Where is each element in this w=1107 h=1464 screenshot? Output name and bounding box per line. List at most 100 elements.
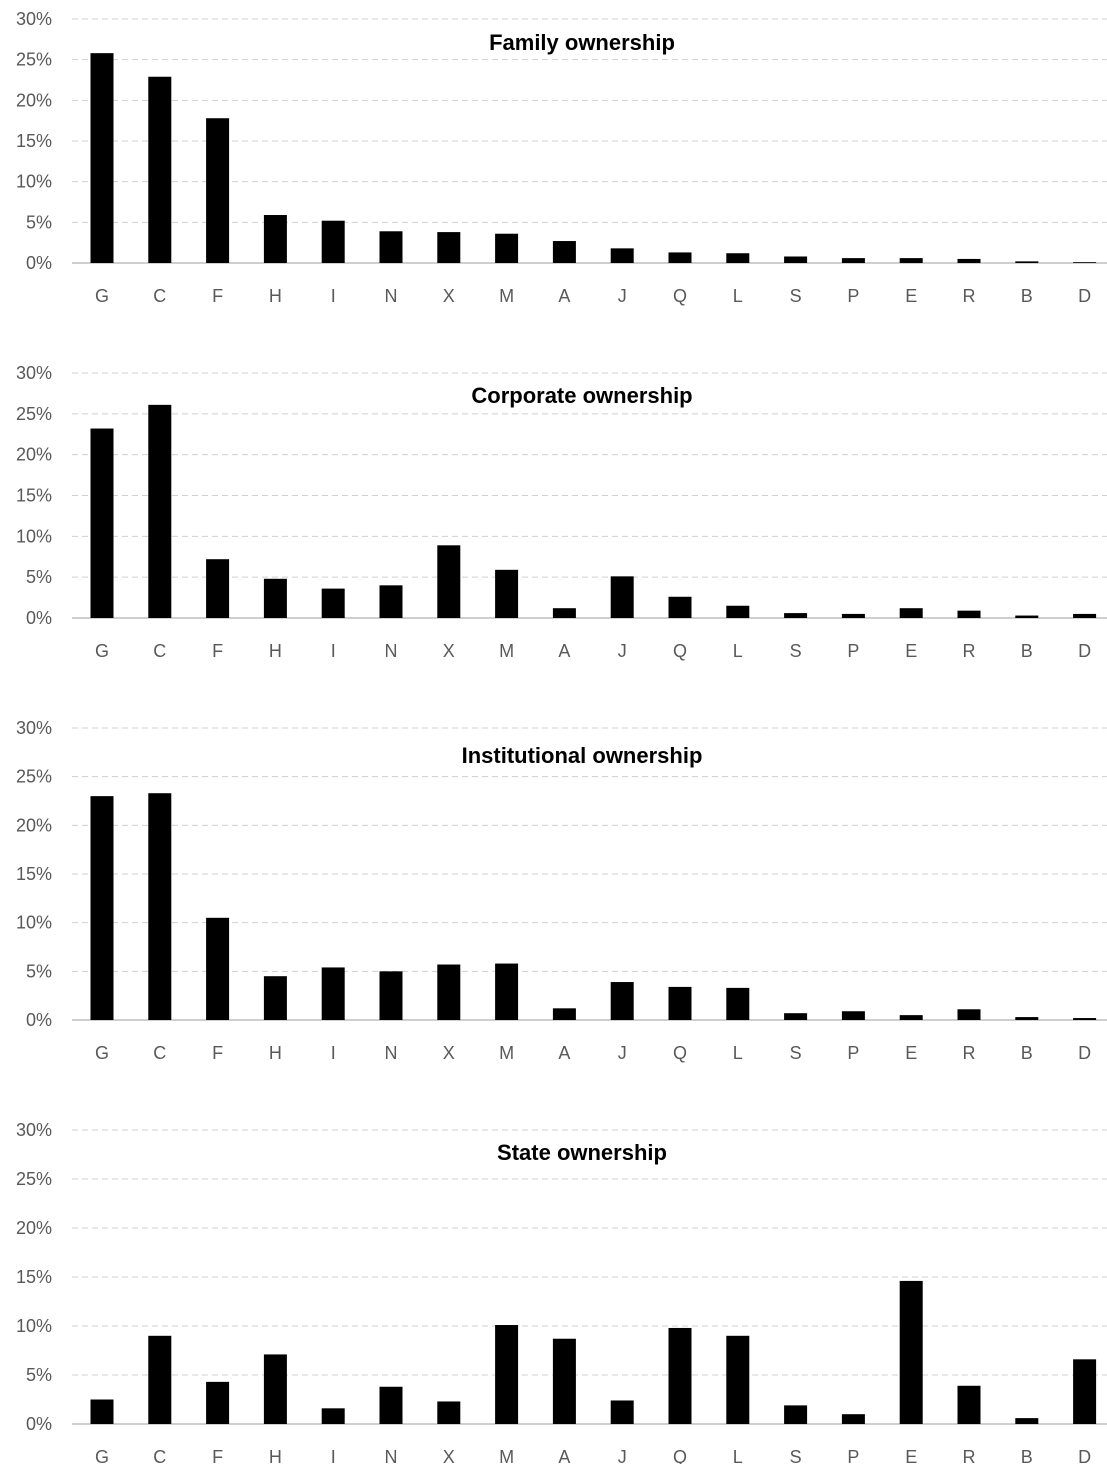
bar-D bbox=[1073, 1359, 1097, 1424]
x-tick-label: J bbox=[618, 1043, 627, 1063]
bar-I bbox=[321, 967, 345, 1020]
x-tick-label: S bbox=[790, 1043, 802, 1063]
bar-N bbox=[379, 231, 403, 263]
bar-P bbox=[841, 258, 865, 263]
x-tick-label: N bbox=[385, 1447, 398, 1464]
bar-B bbox=[1015, 615, 1039, 618]
x-tick-label: M bbox=[499, 286, 514, 306]
x-tick-label: M bbox=[499, 1043, 514, 1063]
bar-R bbox=[957, 258, 981, 263]
x-tick-label: J bbox=[618, 641, 627, 661]
x-tick-label: M bbox=[499, 641, 514, 661]
bar-B bbox=[1015, 261, 1039, 263]
chart-title: Corporate ownership bbox=[471, 383, 692, 408]
bar-M bbox=[495, 963, 519, 1020]
x-tick-label: E bbox=[905, 1043, 917, 1063]
x-tick-label: F bbox=[212, 286, 223, 306]
y-tick-label: 5% bbox=[26, 212, 52, 232]
x-tick-label: J bbox=[618, 286, 627, 306]
bar-M bbox=[495, 233, 519, 263]
x-tick-label: P bbox=[847, 1447, 859, 1464]
y-tick-label: 25% bbox=[16, 1169, 52, 1189]
x-tick-label: C bbox=[153, 1043, 166, 1063]
bar-N bbox=[379, 971, 403, 1020]
x-tick-label: E bbox=[905, 286, 917, 306]
bar-R bbox=[957, 1009, 981, 1020]
bar-Q bbox=[668, 1327, 692, 1424]
y-tick-label: 5% bbox=[26, 961, 52, 981]
x-tick-label: C bbox=[153, 641, 166, 661]
bar-Q bbox=[668, 986, 692, 1020]
bar-S bbox=[784, 256, 808, 263]
x-tick-label: X bbox=[443, 641, 455, 661]
x-tick-label: G bbox=[95, 1447, 109, 1464]
x-tick-label: P bbox=[847, 1043, 859, 1063]
y-tick-label: 20% bbox=[16, 1218, 52, 1238]
x-tick-label: N bbox=[385, 286, 398, 306]
bar-H bbox=[263, 215, 287, 263]
y-tick-label: 30% bbox=[16, 363, 52, 383]
bar-A bbox=[552, 608, 576, 618]
x-tick-label: S bbox=[790, 286, 802, 306]
y-tick-label: 20% bbox=[16, 445, 52, 465]
y-tick-label: 0% bbox=[26, 253, 52, 273]
bar-M bbox=[495, 569, 519, 618]
x-tick-label: I bbox=[331, 286, 336, 306]
bar-C bbox=[148, 404, 172, 618]
bar-J bbox=[610, 1400, 634, 1424]
x-tick-label: B bbox=[1021, 1043, 1033, 1063]
x-tick-label: F bbox=[212, 1043, 223, 1063]
x-tick-label: Q bbox=[673, 286, 687, 306]
x-tick-label: E bbox=[905, 1447, 917, 1464]
x-tick-label: H bbox=[269, 1447, 282, 1464]
bar-P bbox=[841, 1414, 865, 1424]
x-tick-label: D bbox=[1078, 1447, 1091, 1464]
bar-C bbox=[148, 76, 172, 263]
bar-D bbox=[1073, 613, 1097, 618]
bar-E bbox=[899, 1015, 923, 1020]
x-tick-label: B bbox=[1021, 641, 1033, 661]
x-tick-label: G bbox=[95, 1043, 109, 1063]
y-tick-label: 10% bbox=[16, 913, 52, 933]
y-tick-label: 25% bbox=[16, 50, 52, 70]
x-tick-label: D bbox=[1078, 641, 1091, 661]
bar-J bbox=[610, 248, 634, 263]
y-tick-label: 25% bbox=[16, 767, 52, 787]
bar-P bbox=[841, 613, 865, 618]
x-tick-label: G bbox=[95, 286, 109, 306]
bar-C bbox=[148, 793, 172, 1020]
bar-D bbox=[1073, 262, 1097, 263]
y-tick-label: 10% bbox=[16, 172, 52, 192]
bar-R bbox=[957, 1385, 981, 1424]
bar-B bbox=[1015, 1017, 1039, 1020]
x-tick-label: X bbox=[443, 1447, 455, 1464]
x-tick-label: G bbox=[95, 641, 109, 661]
chart-panel-3: 0% 5% 10% 15% 20% 25% 30% G C F H I N X M A J Q L S P E R B D Sta… bbox=[16, 1120, 1107, 1464]
bar-L bbox=[726, 1335, 750, 1424]
bar-H bbox=[263, 1354, 287, 1424]
x-tick-label: P bbox=[847, 286, 859, 306]
x-tick-label: H bbox=[269, 641, 282, 661]
x-tick-label: R bbox=[963, 286, 976, 306]
x-tick-label: F bbox=[212, 641, 223, 661]
bar-M bbox=[495, 1325, 519, 1424]
bar-X bbox=[437, 545, 461, 618]
y-tick-label: 5% bbox=[26, 1365, 52, 1385]
chart-panel-0: 0% 5% 10% 15% 20% 25% 30% G C F H I N X M A J Q L S P E R B D Fam… bbox=[16, 9, 1107, 306]
y-tick-label: 15% bbox=[16, 131, 52, 151]
bar-I bbox=[321, 588, 345, 618]
y-tick-label: 30% bbox=[16, 1120, 52, 1140]
bar-L bbox=[726, 605, 750, 618]
bar-Q bbox=[668, 252, 692, 263]
bar-G bbox=[90, 53, 114, 263]
x-tick-label: M bbox=[499, 1447, 514, 1464]
bar-C bbox=[148, 1335, 172, 1424]
y-tick-label: 30% bbox=[16, 9, 52, 29]
bar-N bbox=[379, 1386, 403, 1424]
y-tick-label: 0% bbox=[26, 1010, 52, 1030]
x-tick-label: C bbox=[153, 1447, 166, 1464]
chart-title: Institutional ownership bbox=[462, 743, 703, 768]
x-tick-label: N bbox=[385, 1043, 398, 1063]
bar-J bbox=[610, 982, 634, 1020]
